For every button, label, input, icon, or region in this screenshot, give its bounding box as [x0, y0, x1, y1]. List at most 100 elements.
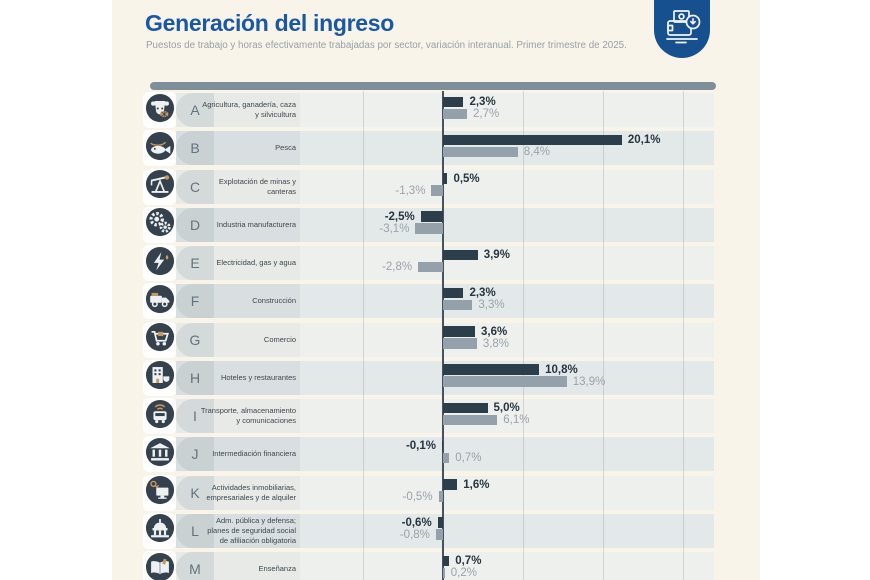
chart-top-strip	[150, 82, 716, 90]
plot-area-tint	[300, 169, 714, 204]
sector-icon-chip	[143, 321, 176, 358]
hours-bar	[443, 108, 468, 119]
sector-letter: M	[176, 552, 214, 580]
sector-icon-chip	[143, 245, 176, 281]
hours-value-label: 3,8%	[482, 337, 510, 350]
jobs-bar	[443, 134, 622, 146]
sector-row-i: I Transporte, almacenamiento y comunicaci…	[0, 397, 870, 435]
brand-badge	[654, 0, 710, 58]
hours-bar	[415, 223, 443, 234]
jobs-bar	[443, 402, 488, 413]
sector-letter: J	[176, 437, 214, 472]
sector-label: Actividades inmobiliarias, empresariales…	[206, 482, 296, 502]
hours-bar	[443, 452, 450, 464]
vertical-gridline	[683, 91, 684, 580]
sector-letter: D	[176, 207, 214, 242]
plot-area-tint	[300, 246, 714, 280]
hours-value-label: 3,3%	[478, 299, 505, 312]
sector-row-f: F Construcción 2,3% 3,3%	[0, 282, 870, 320]
jobs-value-label: 3,6%	[481, 325, 508, 338]
jobs-bar	[442, 440, 443, 452]
sector-label: Pesca	[275, 143, 296, 153]
hours-value-label: 13,9%	[572, 375, 606, 388]
sector-icon-chip	[143, 398, 176, 434]
sector-row-l: L Adm. pública y defensa; planes de segur…	[0, 512, 870, 550]
sector-letter: K	[176, 475, 214, 510]
hours-value-label: 6,1%	[503, 414, 530, 426]
sector-icon-chip	[143, 92, 176, 128]
sector-row-m: M Enseñanza 0,7% 0,2%	[0, 550, 870, 580]
sector-row-j: J Intermediación financiera -0,1% 0,7%	[0, 435, 870, 473]
sector-label: Agricultura, ganadería, caza y silvicult…	[202, 100, 296, 119]
sector-row-a: A Agricultura, ganadería, caza y silvicul…	[0, 91, 870, 129]
jobs-value-label: 5,0%	[493, 402, 520, 414]
sector-row-e: E Electricidad, gas y agua 3,9% -2,8%	[0, 244, 870, 282]
sector-label: Construcción	[252, 296, 296, 306]
plot-area-tint	[300, 475, 714, 510]
jobs-bar	[443, 326, 476, 337]
hours-value-label: -3,1%	[379, 222, 410, 235]
hours-value-label: 8,4%	[523, 146, 550, 159]
sector-label: Explotación de minas y canteras	[218, 176, 296, 196]
sector-letter: I	[176, 399, 214, 433]
plot-area-tint	[300, 284, 714, 319]
hours-bar	[443, 414, 498, 425]
vertical-gridline	[603, 91, 604, 580]
vertical-gridline	[363, 91, 364, 580]
capitol-icon	[145, 513, 175, 548]
sector-icon-chip	[143, 512, 176, 549]
hours-value-label: -1,3%	[395, 184, 426, 197]
cow-icon	[145, 93, 175, 128]
jobs-value-label: 1,6%	[463, 478, 490, 491]
sector-label: Intermediación financiera	[212, 449, 296, 459]
cart-icon	[145, 322, 175, 357]
hours-value-label: 0,2%	[450, 567, 477, 579]
jobs-value-label: -0,1%	[405, 440, 436, 453]
sector-label: Adm. pública y defensa; planes de seguri…	[207, 516, 296, 545]
sector-letter: G	[176, 322, 214, 357]
jobs-bar	[443, 96, 464, 107]
sector-label: Industria manufacturera	[216, 219, 296, 229]
sector-icon-chip	[143, 474, 176, 511]
hours-value-label: 0,7%	[455, 452, 482, 465]
sector-label: Electricidad, gas y agua	[216, 258, 296, 268]
jobs-value-label: 20,1%	[627, 134, 661, 147]
hours-value-label: -0,5%	[402, 490, 433, 503]
hours-bar	[418, 261, 443, 272]
sector-row-g: G Comercio 3,6% 3,8%	[0, 321, 870, 359]
jobs-bar	[420, 211, 443, 222]
hours-bar	[443, 338, 477, 349]
jobs-value-label: 0,7%	[455, 555, 482, 567]
bank-icon	[145, 437, 175, 472]
sector-label: Enseñanza	[258, 564, 296, 574]
hours-value-label: -0,8%	[399, 528, 430, 541]
jobs-bar	[443, 479, 458, 490]
sector-label: Hoteles y restaurantes	[220, 372, 296, 382]
transport-icon	[145, 399, 175, 434]
hours-bar	[435, 529, 443, 540]
sector-icon-chip	[143, 206, 176, 243]
jobs-bar	[443, 364, 540, 375]
fish-icon	[145, 131, 175, 166]
sector-letter: C	[176, 169, 214, 204]
sector-row-b: B Pesca 20,1% 8,4%	[0, 129, 870, 167]
sector-letter: L	[176, 513, 214, 548]
hours-value-label: -2,8%	[382, 261, 413, 273]
jobs-value-label: 2,3%	[469, 96, 496, 108]
hours-bar	[431, 185, 443, 196]
sector-icon-chip	[143, 283, 176, 320]
sector-icon-chip	[143, 436, 176, 473]
wallet-income-icon	[654, 10, 710, 62]
hours-bar	[438, 491, 443, 502]
hotel-icon	[145, 360, 175, 395]
jobs-bar	[437, 517, 443, 528]
jobs-bar	[443, 249, 478, 260]
hours-bar	[443, 376, 567, 387]
sector-icon-chip	[143, 551, 176, 580]
hours-bar	[443, 146, 518, 158]
sector-letter: A	[176, 93, 214, 127]
jobs-bar	[443, 287, 464, 299]
hours-value-label: 2,7%	[473, 108, 500, 120]
hours-bar	[443, 299, 473, 311]
